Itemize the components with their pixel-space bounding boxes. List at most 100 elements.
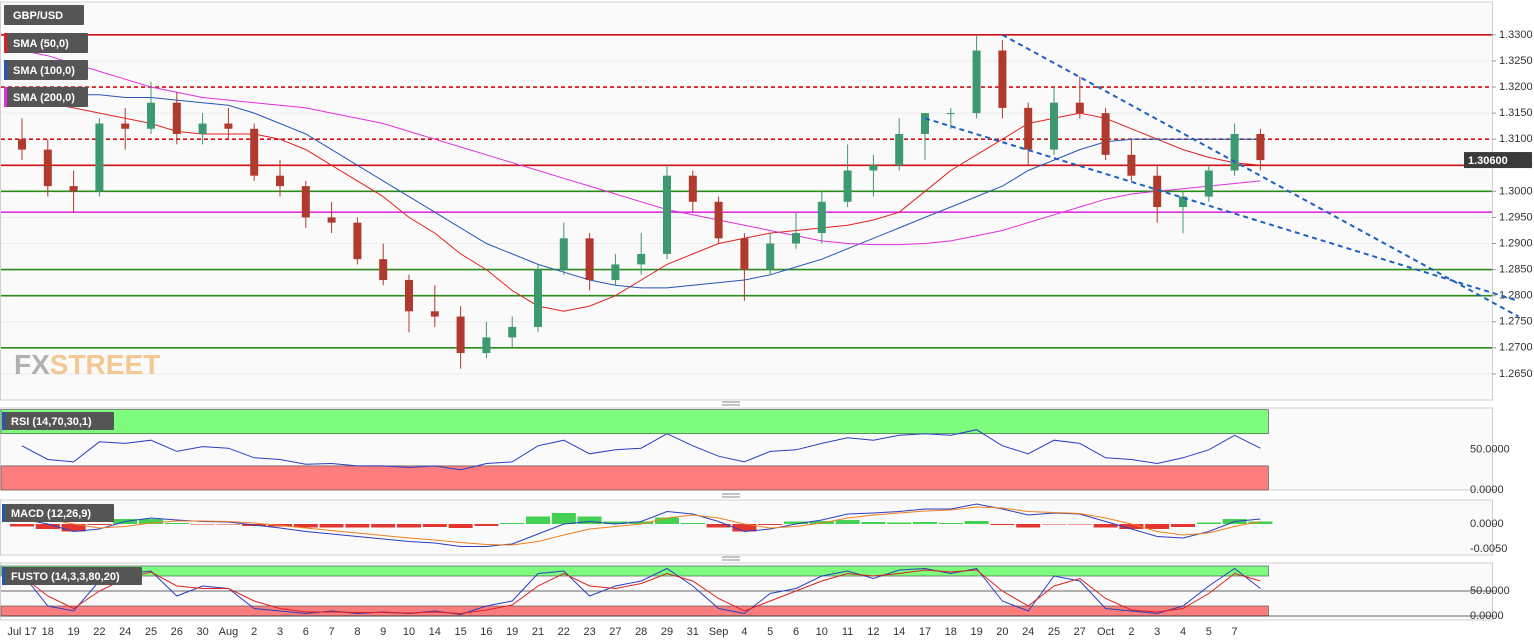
candle-body — [559, 238, 568, 270]
histogram-bar — [732, 524, 757, 532]
x-tick-label: 9 — [380, 626, 386, 638]
candle-body — [843, 170, 852, 202]
histogram-bar — [1171, 524, 1195, 527]
candle-body — [198, 123, 207, 134]
last-price-box — [1464, 152, 1532, 169]
histogram-bar — [526, 516, 550, 524]
y-tick-label: 1.3100 — [1499, 133, 1533, 145]
histogram-bar — [345, 524, 370, 528]
histogram-bar — [964, 521, 989, 524]
resize-grips — [722, 401, 740, 561]
indicator-line — [21, 506, 1261, 546]
candle-body — [895, 133, 904, 166]
x-tick-label: 19 — [506, 626, 518, 638]
candle-body — [276, 175, 284, 187]
histogram-bar — [1248, 521, 1273, 524]
x-tick-label: 5 — [767, 626, 773, 638]
candle-body — [172, 102, 181, 134]
candle-body — [1256, 133, 1265, 161]
zone — [0, 565, 1269, 577]
x-tick-label: 29 — [661, 626, 673, 638]
x-tick-label: 3 — [1154, 626, 1160, 638]
legend-label: SMA (50,0) — [13, 38, 69, 50]
x-tick-label: 6 — [793, 626, 799, 638]
x-tick-label: 24 — [1022, 626, 1034, 638]
candle-body — [998, 50, 1007, 108]
y-tick-label: 50.0000 — [1470, 585, 1510, 597]
x-tick-label: 28 — [635, 626, 647, 638]
x-tick-label: 10 — [816, 626, 828, 638]
y-tick-label: 1.2650 — [1499, 368, 1533, 380]
histogram-bar — [500, 523, 525, 524]
legend-swatch — [4, 87, 7, 107]
x-tick-label: 14 — [893, 626, 905, 638]
histogram-bar — [990, 524, 1015, 525]
x-tick-label: 14 — [429, 626, 441, 638]
histogram-bar — [1067, 524, 1092, 525]
x-tick-label: 19 — [67, 626, 79, 638]
y-tick-label: 0.0000 — [1470, 518, 1504, 530]
x-tick-label: 20 — [996, 626, 1008, 638]
logo: FXSTREET — [14, 349, 160, 380]
histogram-bar — [319, 524, 344, 528]
candle-body — [121, 123, 130, 129]
x-tick-label: 7 — [1232, 626, 1238, 638]
y-tick-label: 1.3300 — [1499, 29, 1533, 41]
histogram-bar — [1016, 524, 1041, 528]
histogram-bar — [1119, 524, 1144, 529]
histogram-bar — [474, 524, 499, 526]
y-tick-label: 1.3000 — [1499, 185, 1533, 197]
x-tick-label: 8 — [354, 626, 360, 638]
x-tick-label: 24 — [119, 626, 131, 638]
histogram-bar — [655, 517, 679, 524]
candle-body — [740, 238, 749, 270]
candle-body — [508, 326, 517, 338]
histogram-bar — [216, 524, 241, 525]
x-tick-label: 10 — [403, 626, 415, 638]
histogram-bar — [1145, 524, 1170, 529]
legend-box — [4, 5, 84, 25]
legend-box — [2, 504, 114, 522]
histogram-bar — [448, 524, 473, 528]
candle-body — [1153, 175, 1162, 207]
y-tick-label: 1.2850 — [1499, 263, 1533, 275]
histogram-bar — [680, 523, 705, 524]
candle-body — [95, 123, 104, 192]
legend-label: SMA (200,0) — [13, 92, 75, 104]
x-tick-label: 2 — [251, 626, 257, 638]
candle-body — [405, 280, 413, 312]
x-tick-label: 22 — [93, 626, 105, 638]
legend-label: RSI (14,70,30,1) — [11, 416, 92, 428]
histogram-bar — [706, 524, 731, 528]
y-tick-label: 1.2900 — [1499, 237, 1533, 249]
legend-label: FUSTO (14,3,3,80,20) — [11, 571, 120, 583]
trendline — [1001, 33, 1519, 318]
y-tick-label: 50.0000 — [1470, 444, 1510, 456]
candle-body — [1075, 102, 1084, 114]
x-tick-label: 26 — [171, 626, 183, 638]
candle-body — [1101, 113, 1110, 155]
y-tick-label: 1.3250 — [1499, 55, 1533, 67]
histogram-bar — [1042, 524, 1066, 525]
candle-body — [637, 253, 646, 265]
trendline — [924, 117, 1519, 302]
histogram-bar — [938, 523, 963, 524]
candle-body — [972, 50, 981, 114]
sma-line — [21, 50, 1261, 246]
legend-swatch — [2, 504, 5, 522]
histogram-bar — [758, 524, 783, 525]
x-tick-label: Oct — [1097, 626, 1114, 638]
sma-line — [21, 94, 1261, 289]
histogram-bar — [35, 524, 60, 529]
main-panel — [0, 1, 1493, 401]
histogram-bar — [397, 524, 421, 528]
x-tick-label: 25 — [1048, 626, 1060, 638]
candle-body — [1179, 196, 1187, 207]
legend-label: SMA (100,0) — [13, 65, 75, 77]
legend-swatch — [4, 60, 7, 80]
x-tick-label: 23 — [583, 626, 595, 638]
legend-swatch — [2, 567, 5, 585]
candle-body — [766, 243, 775, 270]
histogram-bar — [10, 524, 34, 527]
x-tick-label: 25 — [145, 626, 157, 638]
